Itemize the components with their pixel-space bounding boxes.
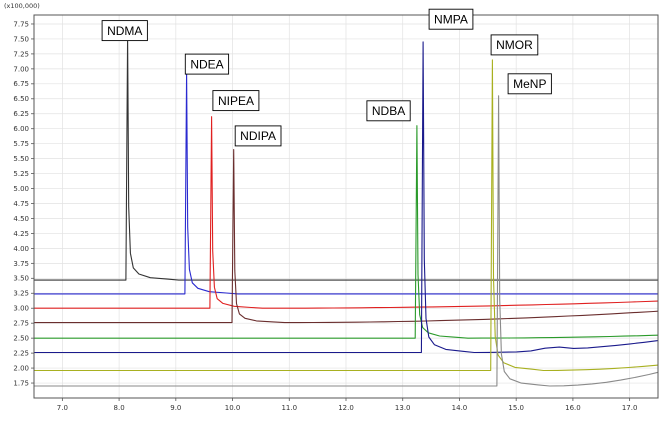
y-tick-label: 5.75 [13, 140, 29, 148]
x-tick-label: 17.0 [622, 404, 638, 412]
x-tick-label: 16.0 [565, 404, 581, 412]
y-tick-label: 5.25 [13, 170, 29, 178]
series-line-ndipa [34, 149, 659, 324]
x-tick-label: 11.0 [281, 404, 297, 412]
x-tick-label: 10.0 [225, 404, 241, 412]
series-line-nipea [34, 116, 659, 309]
series-line-ndea [34, 71, 658, 295]
peak-label-ndea: NDEA [184, 53, 230, 75]
series-line-ndba [34, 125, 659, 339]
y-tick-label: 3.00 [13, 305, 29, 313]
y-tick-label: 2.25 [13, 350, 29, 358]
y-tick-label: 6.25 [13, 110, 29, 118]
y-tick-label: 2.75 [13, 320, 29, 328]
peak-labels: NDMA NDEA NIPEA NDIPA NDBA NMPA NMOR MeNP [101, 8, 552, 147]
x-tick-label: 15.0 [508, 404, 524, 412]
y-tick-label: 5.50 [13, 155, 29, 163]
x-tick-label: 8.0 [114, 404, 125, 412]
peak-label-text: NDIPA [240, 129, 276, 143]
x-tick-label: 14.0 [452, 404, 468, 412]
y-tick-label: 3.75 [13, 260, 29, 268]
y-tick-label: 4.50 [13, 215, 29, 223]
peak-label-text: NIPEA [218, 94, 254, 108]
peak-label-nmor: NMOR [490, 34, 539, 56]
y-tick-label: 3.50 [13, 275, 29, 283]
x-tick-label: 7.0 [57, 404, 68, 412]
y-tick-label: 7.75 [13, 20, 29, 28]
peak-label-text: NDEA [190, 57, 223, 71]
y-scale-label: (x100,000) [4, 2, 40, 10]
series-lines [34, 35, 659, 387]
x-tick-label: 9.0 [170, 404, 181, 412]
y-tick-label: 4.75 [13, 200, 29, 208]
y-tick-label: 7.50 [13, 35, 29, 43]
peak-label-nmpa: NMPA [428, 8, 474, 30]
y-tick-label: 7.25 [13, 50, 29, 58]
x-tick-label: 13.0 [395, 404, 411, 412]
peak-label-text: MeNP [513, 77, 546, 91]
y-tick-label: 2.50 [13, 335, 29, 343]
y-tick-label: 6.50 [13, 95, 29, 103]
series-line-ndma [34, 35, 658, 281]
series-line-nmor [34, 59, 659, 372]
y-tick-label: 2.00 [13, 364, 29, 372]
y-tick-label: 4.25 [13, 230, 29, 238]
peak-label-menp: MeNP [507, 73, 552, 95]
peak-label-text: NDMA [107, 24, 142, 38]
y-tick-label: 5.00 [13, 185, 29, 193]
series-line-menp [34, 95, 659, 387]
peak-label-ndma: NDMA [101, 20, 148, 42]
y-tick-label: 4.00 [13, 245, 29, 253]
y-tick-label: 1.75 [13, 379, 29, 387]
peak-label-nipea: NIPEA [212, 90, 260, 112]
peak-label-text: NDBA [372, 104, 405, 118]
axis-ticks: 1.75 2.00 2.25 2.50 2.75 3.00 3.25 3.50 3.75 4.00… [13, 20, 637, 412]
peak-label-text: NMOR [496, 38, 533, 52]
x-tick-label: 12.0 [338, 404, 354, 412]
y-tick-label: 7.00 [13, 65, 29, 73]
series-line-nmpa [34, 41, 659, 354]
y-tick-label: 3.25 [13, 290, 29, 298]
peak-label-ndipa: NDIPA [234, 125, 282, 147]
peak-label-text: NMPA [434, 12, 468, 26]
y-tick-label: 6.75 [13, 80, 29, 88]
peak-label-ndba: NDBA [366, 100, 411, 122]
y-tick-label: 6.00 [13, 125, 29, 133]
